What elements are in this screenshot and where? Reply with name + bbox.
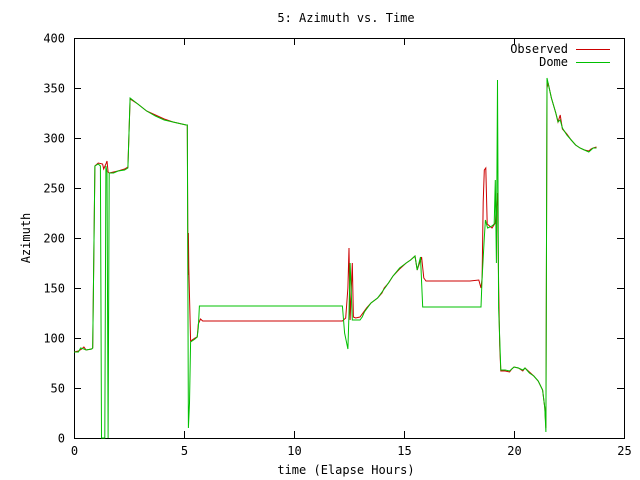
legend-label-dome: Dome	[539, 55, 568, 69]
y-tick-label-5: 250	[43, 182, 65, 196]
y-tick-label-8: 400	[43, 32, 65, 46]
y-tick-label-3: 150	[43, 282, 65, 296]
axis-ticks	[74, 38, 625, 439]
y-tick-label-1: 50	[51, 382, 65, 396]
x-tick-label-4: 20	[507, 444, 521, 458]
x-tick-label-2: 10	[287, 444, 301, 458]
y-axis-label: Azimuth	[19, 213, 33, 264]
legend-label-observed: Observed	[510, 42, 568, 56]
y-tick-label-0: 0	[58, 432, 65, 446]
series-lines	[73, 77, 597, 439]
series-line-observed	[73, 82, 597, 429]
x-tick-label-3: 15	[397, 444, 411, 458]
x-tick-label-1: 5	[181, 444, 188, 458]
y-tick-label-2: 100	[43, 332, 65, 346]
y-tick-label-7: 350	[43, 82, 65, 96]
x-tick-label-0: 0	[71, 444, 78, 458]
series-line-dome	[74, 77, 597, 439]
x-tick-label-5: 25	[617, 444, 631, 458]
y-tick-label-4: 200	[43, 232, 65, 246]
chart-title: 5: Azimuth vs. Time	[277, 11, 414, 25]
x-axis-label: time (Elapse Hours)	[277, 463, 414, 477]
y-tick-label-6: 300	[43, 132, 65, 146]
plot-frame	[74, 38, 625, 439]
